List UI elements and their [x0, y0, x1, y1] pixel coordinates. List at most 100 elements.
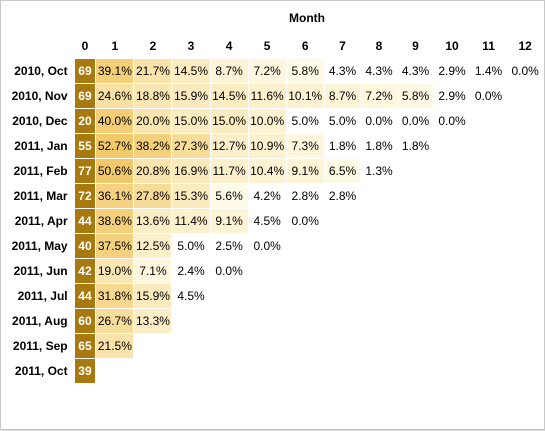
retention-cell: 4.5% [247, 208, 287, 234]
month-header-0: 0 [81, 39, 89, 53]
retention-cell: 5.6% [209, 183, 249, 209]
retention-cell: 1.4% [469, 58, 508, 84]
retention-cell: 1.3% [360, 158, 398, 184]
empty-cell [285, 233, 325, 259]
cohort-row: 2011, Aug 60 26.7% 13.3% [7, 308, 544, 334]
cohort-row: 2011, Jun 42 19.0% 7.1% 2.4% 0.0% [7, 258, 544, 284]
cohort-label: 2010, Oct [14, 64, 68, 78]
empty-cell [360, 283, 398, 309]
retention-cell: 15.3% [171, 183, 211, 209]
month-header-6: 6 [301, 39, 309, 53]
retention-cell: 0.0% [247, 233, 287, 259]
cohort-size-cell: 44 [73, 208, 97, 234]
cohort-row: 2011, Apr 44 38.6% 13.6% 11.4% 9.1% 4.5% 0.0% [7, 208, 544, 234]
empty-cell [323, 358, 362, 384]
month-header-9: 9 [412, 39, 419, 53]
retention-cell: 9.1% [285, 158, 325, 184]
empty-cell [360, 233, 398, 259]
month-header-10: 10 [445, 39, 459, 53]
cohort-row: 2011, May 40 37.5% 12.5% 5.0% 2.5% 0.0% [7, 233, 544, 259]
empty-cell [469, 133, 508, 159]
empty-cell [506, 108, 544, 134]
retention-cell: 27.8% [133, 183, 173, 209]
retention-cell: 15.0% [209, 108, 249, 134]
empty-cell [95, 358, 135, 384]
empty-cell [433, 158, 471, 184]
empty-cell [247, 283, 287, 309]
month-header-1: 1 [111, 39, 119, 53]
cohort-row: 2011, Mar 72 36.1% 27.8% 15.3% 5.6% 4.2% 2.8% 2.… [7, 183, 544, 209]
retention-cell: 2.9% [433, 58, 471, 84]
empty-cell [506, 333, 544, 359]
empty-cell [469, 108, 508, 134]
retention-cell: 7.1% [133, 258, 173, 284]
cohort-row: 2011, Sep 65 21.5% [7, 333, 544, 359]
retention-cell: 0.0% [209, 258, 249, 284]
header-corner [7, 34, 74, 59]
empty-cell [396, 233, 435, 259]
month-header-4: 4 [225, 39, 233, 53]
retention-cell: 38.6% [95, 208, 135, 234]
retention-cell: 0.0% [285, 208, 325, 234]
retention-cell: 5.0% [171, 233, 211, 259]
cohort-row: 2011, Jan 55 52.7% 38.2% 27.3% 12.7% 10.9% 7.3%… [7, 133, 544, 159]
retention-cell: 14.5% [209, 83, 249, 109]
retention-cell: 5.0% [323, 108, 362, 134]
cohort-size-cell: 42 [73, 258, 97, 284]
retention-cell: 0.0% [396, 108, 435, 134]
retention-cell: 39.1% [95, 58, 135, 84]
cohort-label: 2011, Feb [13, 164, 68, 178]
retention-cell: 8.7% [209, 58, 249, 84]
retention-cell: 21.7% [133, 58, 173, 84]
retention-cell: 0.0% [360, 108, 398, 134]
empty-cell [506, 208, 544, 234]
empty-cell [396, 283, 435, 309]
empty-cell [506, 258, 544, 284]
empty-cell [209, 283, 249, 309]
empty-cell [323, 258, 362, 284]
empty-cell [209, 333, 249, 359]
cohort-label: 2011, Aug [12, 314, 68, 328]
empty-cell [433, 233, 471, 259]
empty-cell [469, 258, 508, 284]
cohort-size-cell: 72 [73, 183, 97, 209]
empty-cell [285, 333, 325, 359]
empty-cell [247, 358, 287, 384]
retention-cell: 52.7% [95, 133, 135, 159]
retention-cell: 2.5% [209, 233, 249, 259]
retention-cell: 4.5% [171, 283, 211, 309]
empty-cell [506, 83, 544, 109]
empty-cell [323, 333, 362, 359]
cohort-row: 2010, Dec 20 40.0% 20.0% 15.0% 15.0% 10.0% 5.0%… [7, 108, 544, 134]
cohort-label: 2011, Jul [17, 289, 68, 303]
retention-cell: 7.2% [247, 58, 287, 84]
retention-cell: 18.8% [133, 83, 173, 109]
retention-cell: 1.8% [323, 133, 362, 159]
retention-cell: 10.0% [247, 108, 287, 134]
month-header-8: 8 [375, 39, 383, 53]
empty-cell [469, 233, 508, 259]
cohort-row: 2011, Jul 44 31.8% 15.9% 4.5% [7, 283, 544, 309]
empty-cell [247, 333, 287, 359]
retention-cell: 38.2% [133, 133, 173, 159]
retention-cell: 11.6% [247, 83, 287, 109]
empty-cell [469, 183, 508, 209]
retention-cell: 4.2% [247, 183, 287, 209]
cohort-row: 2010, Nov 69 24.6% 18.8% 15.9% 14.5% 11.6% 10.1… [7, 83, 544, 109]
empty-cell [396, 333, 435, 359]
empty-cell [506, 158, 544, 184]
empty-cell [171, 308, 211, 334]
retention-cell: 0.0% [433, 108, 471, 134]
retention-cell: 12.7% [209, 133, 249, 159]
month-header-2: 2 [149, 39, 157, 53]
retention-cell: 21.5% [95, 333, 135, 359]
retention-cell: 0.0% [469, 83, 508, 109]
empty-cell [285, 283, 325, 309]
cohort-rows: 2010, Oct 69 39.1% 21.7% 14.5% 8.7% 7.2% 5.8% 4.… [7, 58, 544, 384]
empty-cell [133, 358, 173, 384]
retention-cell: 12.5% [133, 233, 173, 259]
empty-cell [396, 258, 435, 284]
cohort-label: 2010, Dec [12, 114, 68, 128]
retention-cell: 9.1% [209, 208, 249, 234]
empty-cell [209, 358, 249, 384]
